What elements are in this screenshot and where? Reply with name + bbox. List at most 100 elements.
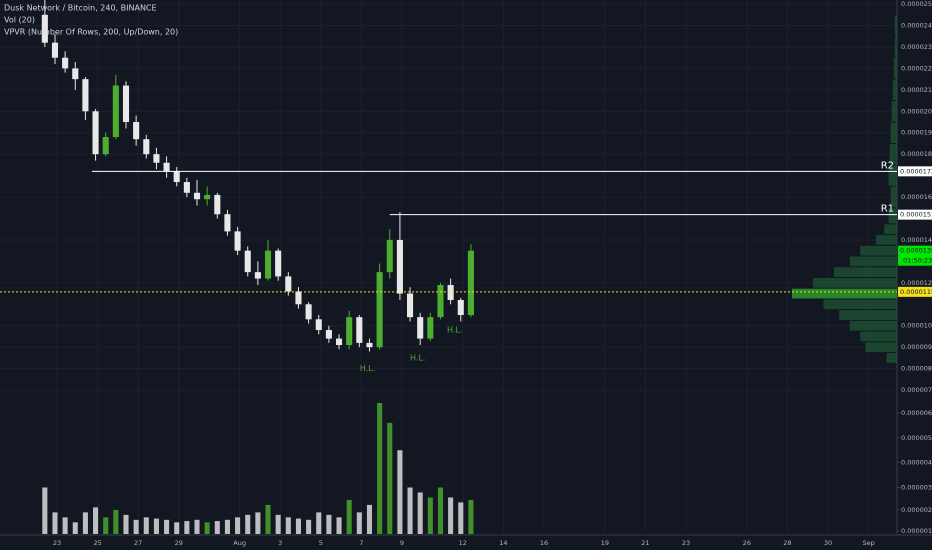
candle-body [285,276,292,292]
x-tick-label: 23 [53,539,61,547]
price-tag-label: 0.00001518 [900,211,932,219]
volume-bar [164,519,170,534]
x-tick-label: Aug [233,539,246,547]
candle-body [467,250,474,316]
y-tick-label: 0.00002500 [901,0,932,8]
candle-body [153,154,160,163]
annotation: H.L. [410,353,425,362]
x-tick-label: 19 [601,539,609,547]
level-name: R2 [881,160,894,171]
candle-body [325,330,332,339]
volume-bar [306,519,312,534]
candle-body [112,85,119,138]
volume-bar [336,517,342,534]
vpvr-row [849,256,897,267]
vpvr-row [894,36,897,58]
level-name: R1 [881,204,894,215]
candle-body [234,231,241,251]
volume-bar [235,517,241,534]
volume-bar [377,402,383,534]
y-tick-label: 0.00001800 [901,150,932,158]
candle-body [356,317,363,343]
volume-bar [153,518,159,534]
candle-body [295,291,302,305]
volume-bar [316,512,322,534]
volume-bar [103,517,109,534]
candle-body [407,293,414,318]
candle-body [224,214,231,232]
volume-bar [295,518,301,534]
candle-body [122,85,130,123]
candle-body [82,79,89,112]
vpvr-row [839,310,897,320]
price-tag [898,209,932,220]
vpvr-row [892,79,897,101]
candle-body [447,284,454,301]
volume-bar [468,499,474,534]
price-tag-label: 0.00001158 [900,288,932,296]
annotation: H.L. [360,364,375,373]
volume-bar [113,509,119,534]
vpvr-row [893,58,897,79]
candle-body [244,250,251,273]
x-tick-label: 7 [359,539,363,547]
vpvr-row [834,267,897,277]
countdown: 01:50:23 [903,257,932,265]
candle-body [193,192,201,200]
candle-body [366,342,373,348]
candle-body [376,272,383,348]
x-tick-label: 12 [459,539,467,547]
y2-tick-label: 0.00000210 [901,506,932,514]
candle-body [315,319,322,331]
vpvr-row [884,224,897,235]
volume-bar [143,517,149,534]
x-tick-label: 28 [783,539,791,547]
candle-body [183,182,190,193]
x-tick-label: 16 [540,539,548,547]
vpvr-row [894,15,897,36]
price-tag [898,286,932,297]
volume-bar [397,450,403,534]
y-tick-label: 0.00002300 [901,43,932,51]
y2-tick-label: 0.00000600 [901,409,932,417]
candle-body [92,111,99,155]
volume-bar [458,502,464,534]
indicator-label: Vol (20) [4,16,35,25]
candle-body [305,304,312,320]
x-tick-label: 27 [134,539,142,547]
candle-body [204,194,211,200]
volume-bar [184,521,190,534]
price-tag [898,166,932,177]
candle-body [72,68,79,80]
vpvr-row [792,288,897,299]
candle-body [396,239,403,294]
vpvr-row [865,342,897,353]
y-tick-label: 0.00000800 [901,365,932,373]
volume-bar [82,512,88,534]
volume-bar [204,522,210,534]
volume-bar [437,487,444,534]
volume-bar [52,512,58,534]
candle-body [133,122,140,140]
volume-bar [346,499,352,534]
x-tick-label: 29 [175,539,183,547]
candle-body [386,239,393,273]
candle-body [437,284,444,318]
volume-bar [133,519,139,534]
vpvr-row [823,299,897,310]
symbol-title: Dusk Network / Bitcoin, 240, BINANCE [4,4,157,13]
volume-bar [448,497,454,534]
x-tick-label: 3 [278,539,282,547]
y-tick-label: 0.00001000 [901,322,932,330]
candle-body [143,139,150,155]
x-tick-label: 14 [499,539,507,547]
vpvr-row [860,331,897,342]
x-tick-label: 5 [319,539,323,547]
volume-bar [245,514,251,534]
x-tick-label: 9 [400,539,404,547]
candle-body [275,250,282,277]
candle-body [173,171,180,183]
price-tag-label: 0.00001720 [900,167,932,175]
